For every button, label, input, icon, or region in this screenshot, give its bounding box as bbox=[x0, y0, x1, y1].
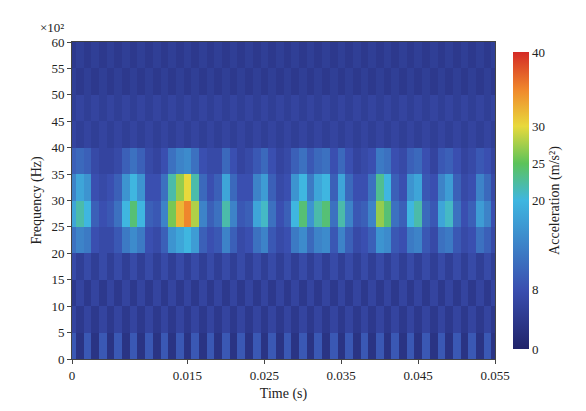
svg-text:0.035: 0.035 bbox=[327, 368, 356, 383]
svg-text:15: 15 bbox=[51, 272, 64, 287]
svg-text:5: 5 bbox=[58, 325, 65, 340]
svg-text:40: 40 bbox=[532, 45, 545, 60]
svg-text:40: 40 bbox=[51, 140, 64, 155]
svg-text:Acceleration (m/s²): Acceleration (m/s²) bbox=[547, 146, 563, 255]
svg-text:0: 0 bbox=[532, 342, 539, 357]
svg-text:0.055: 0.055 bbox=[480, 368, 509, 383]
svg-text:10: 10 bbox=[51, 299, 64, 314]
svg-text:30: 30 bbox=[532, 119, 545, 134]
svg-text:Frequency (Hz): Frequency (Hz) bbox=[29, 156, 45, 245]
svg-text:0: 0 bbox=[58, 352, 65, 367]
svg-text:8: 8 bbox=[532, 282, 539, 297]
svg-text:50: 50 bbox=[51, 87, 64, 102]
svg-text:25: 25 bbox=[51, 219, 64, 234]
svg-text:20: 20 bbox=[51, 246, 64, 261]
svg-text:Time (s): Time (s) bbox=[260, 386, 308, 402]
svg-text:20: 20 bbox=[532, 193, 545, 208]
svg-text:55: 55 bbox=[51, 61, 64, 76]
svg-text:0.025: 0.025 bbox=[250, 368, 279, 383]
svg-text:35: 35 bbox=[51, 167, 64, 182]
svg-text:0.045: 0.045 bbox=[403, 368, 432, 383]
svg-text:0: 0 bbox=[69, 368, 76, 383]
svg-text:45: 45 bbox=[51, 114, 64, 129]
svg-text:60: 60 bbox=[51, 35, 64, 50]
svg-text:0.015: 0.015 bbox=[173, 368, 202, 383]
svg-text:25: 25 bbox=[532, 156, 545, 171]
svg-text:30: 30 bbox=[51, 193, 64, 208]
svg-text:×10²: ×10² bbox=[40, 20, 64, 35]
